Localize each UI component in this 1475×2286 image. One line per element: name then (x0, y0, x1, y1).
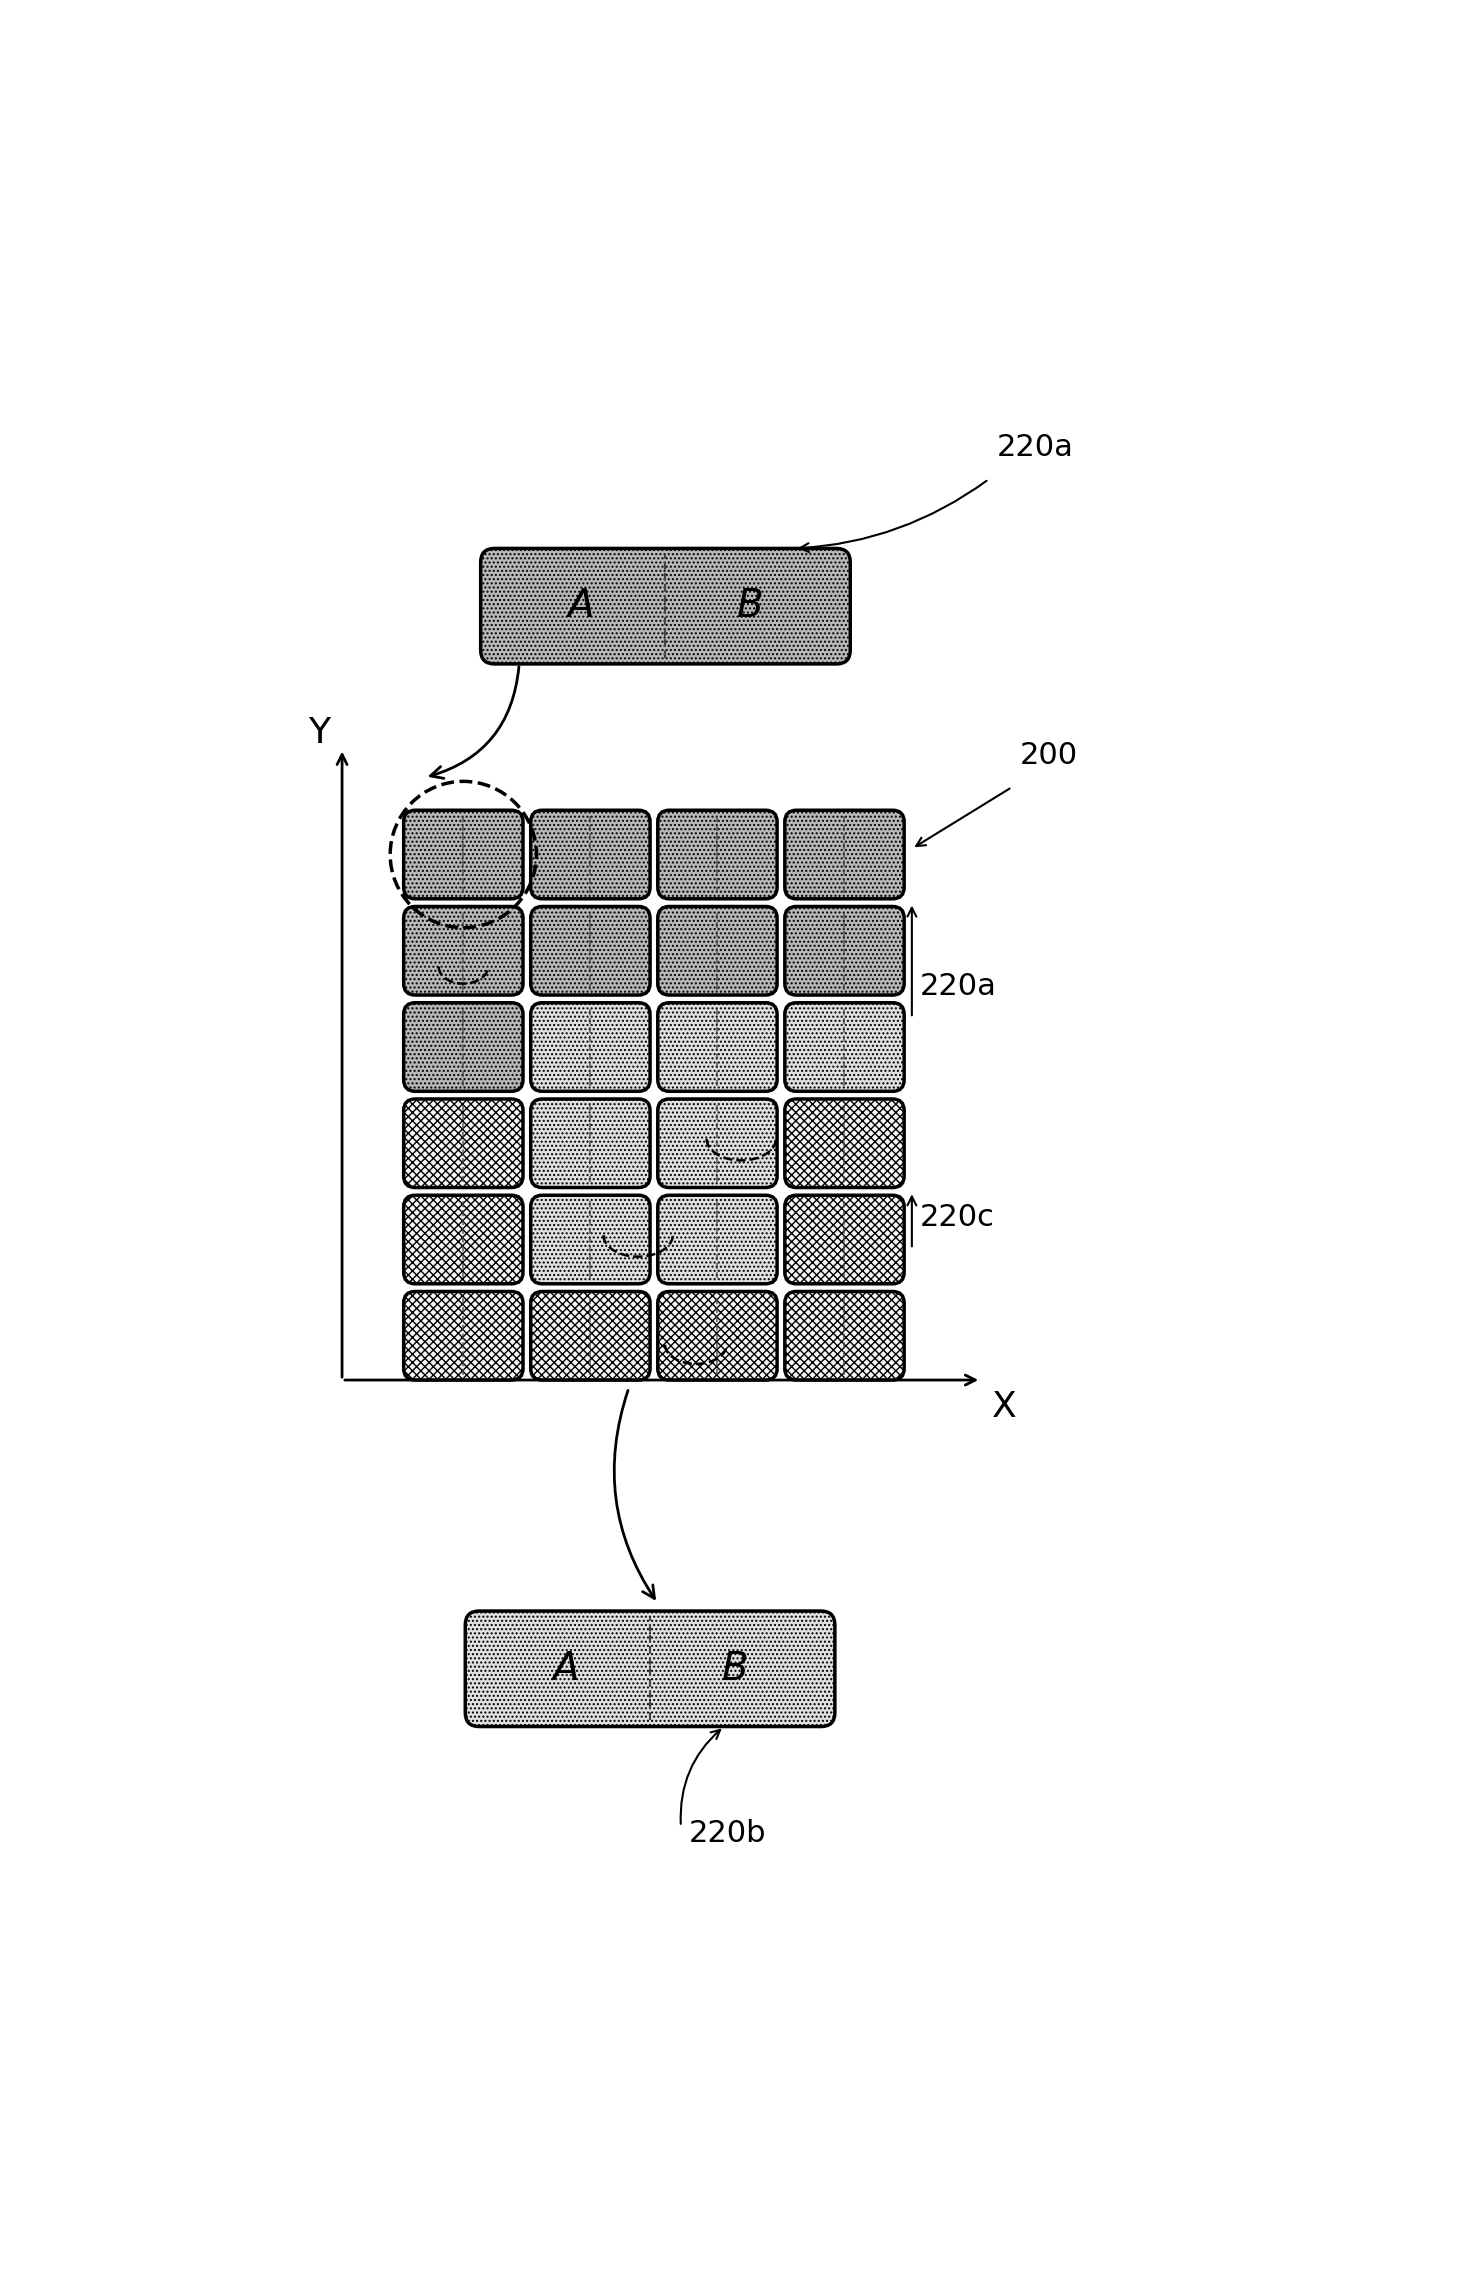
FancyArrowPatch shape (907, 1196, 916, 1246)
FancyArrowPatch shape (680, 1731, 720, 1824)
FancyBboxPatch shape (658, 1196, 777, 1285)
FancyArrowPatch shape (907, 908, 916, 1015)
FancyArrowPatch shape (799, 480, 987, 551)
FancyBboxPatch shape (658, 1004, 777, 1090)
FancyBboxPatch shape (658, 809, 777, 898)
Text: Y: Y (308, 716, 330, 750)
Text: 200: 200 (1019, 741, 1078, 770)
FancyBboxPatch shape (785, 1004, 904, 1090)
FancyBboxPatch shape (404, 908, 524, 994)
FancyArrowPatch shape (916, 789, 1009, 846)
FancyBboxPatch shape (481, 549, 850, 663)
FancyBboxPatch shape (404, 1100, 524, 1186)
FancyBboxPatch shape (465, 1612, 835, 1726)
Text: 220b: 220b (689, 1820, 766, 1847)
Text: A: A (568, 588, 594, 624)
Text: 220a: 220a (919, 972, 997, 1001)
Text: B: B (738, 588, 764, 624)
FancyArrowPatch shape (431, 668, 519, 777)
FancyBboxPatch shape (531, 809, 650, 898)
FancyBboxPatch shape (785, 1100, 904, 1186)
FancyBboxPatch shape (531, 908, 650, 994)
FancyBboxPatch shape (531, 1100, 650, 1186)
Text: 220c: 220c (919, 1202, 994, 1232)
FancyBboxPatch shape (785, 1196, 904, 1285)
Text: 220a: 220a (997, 432, 1074, 462)
FancyBboxPatch shape (404, 1004, 524, 1090)
FancyBboxPatch shape (658, 1292, 777, 1381)
FancyBboxPatch shape (658, 1100, 777, 1186)
Text: X: X (991, 1390, 1016, 1424)
FancyBboxPatch shape (404, 1292, 524, 1381)
Text: A: A (552, 1650, 578, 1687)
FancyBboxPatch shape (531, 1004, 650, 1090)
FancyArrowPatch shape (614, 1390, 655, 1598)
FancyBboxPatch shape (404, 1196, 524, 1285)
Text: B: B (721, 1650, 748, 1687)
FancyBboxPatch shape (785, 809, 904, 898)
FancyBboxPatch shape (404, 809, 524, 898)
FancyBboxPatch shape (785, 908, 904, 994)
FancyBboxPatch shape (785, 1292, 904, 1381)
FancyBboxPatch shape (658, 908, 777, 994)
FancyBboxPatch shape (531, 1292, 650, 1381)
FancyBboxPatch shape (531, 1196, 650, 1285)
